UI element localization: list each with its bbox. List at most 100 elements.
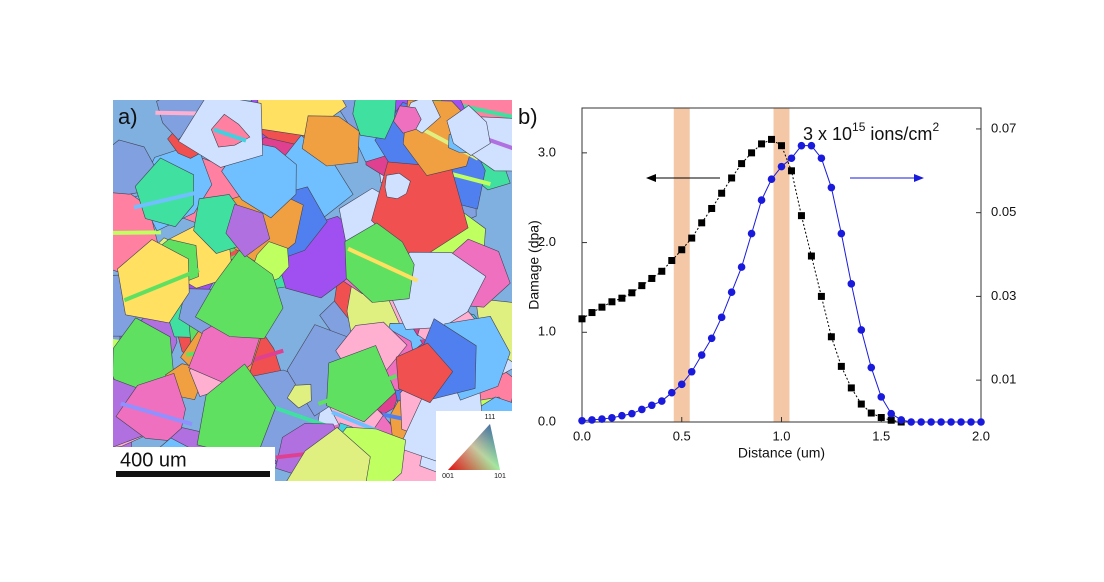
ipf-label: 001: [442, 473, 454, 480]
marker: [887, 416, 895, 424]
marker: [767, 175, 776, 183]
marker: [727, 288, 736, 297]
marker: [578, 416, 586, 425]
grain: [395, 342, 454, 404]
marker: [628, 289, 636, 297]
marker: [837, 229, 846, 238]
marker: [867, 363, 876, 372]
marker: [688, 234, 696, 242]
marker: [618, 411, 626, 420]
grain: [286, 427, 371, 481]
twin-band: [213, 127, 247, 143]
annotation-text: 3 x 10: [803, 124, 852, 144]
grain: [257, 100, 347, 137]
grain: [225, 203, 271, 258]
marker: [668, 257, 676, 265]
marker: [787, 167, 795, 175]
y2-tick-label: 0.05: [991, 204, 1016, 219]
y2-tick-label: 0.01: [991, 372, 1016, 387]
marker: [708, 204, 716, 212]
grain: [352, 100, 397, 140]
marker: [757, 196, 766, 204]
marker: [917, 418, 925, 426]
x-axis-label: Distance (um): [738, 445, 825, 461]
grain: [117, 239, 190, 324]
grain: [286, 384, 312, 409]
marker: [807, 141, 816, 150]
marker: [687, 367, 696, 376]
marker: [837, 362, 845, 370]
grain: [194, 249, 284, 339]
marker: [897, 416, 905, 424]
marker: [957, 418, 965, 426]
marker: [877, 393, 886, 401]
marker: [737, 263, 746, 271]
x-tick-label: 1.5: [872, 428, 890, 443]
marker: [598, 415, 606, 423]
marker: [748, 149, 756, 157]
ipf-triangle-shade: [448, 424, 500, 470]
marker: [728, 174, 736, 182]
marker: [648, 274, 656, 282]
marker: [778, 142, 785, 150]
marker: [777, 162, 786, 171]
ipf-label: 101: [494, 473, 506, 480]
marker: [677, 380, 686, 389]
annotation: 3 x 1015 ions/cm2: [803, 120, 939, 144]
twin-band: [347, 246, 419, 283]
marker: [618, 294, 626, 302]
grain: [384, 172, 411, 200]
marker: [817, 154, 826, 163]
ebsd-map: [113, 100, 512, 481]
shaded-region: [773, 108, 790, 422]
grain: [134, 157, 194, 228]
marker: [768, 135, 776, 143]
marker: [658, 397, 666, 405]
twin-band: [133, 188, 206, 210]
twin-band: [317, 374, 398, 406]
x-tick-label: 0.5: [673, 428, 691, 443]
annotation-unit: ions/cm: [865, 124, 932, 144]
ipf-label: 111: [485, 414, 496, 421]
marker: [758, 140, 766, 148]
marker: [787, 154, 796, 163]
marker: [678, 246, 686, 254]
marker: [738, 160, 746, 168]
chart: 0.0 0.5 1.0 1.5 2.0 0.0 1.0 2.0 3.0 0.01 0.03 0.05 0…: [526, 107, 1016, 461]
arrow-head: [914, 174, 924, 182]
marker: [717, 313, 726, 322]
marker: [638, 405, 646, 414]
twin-band: [120, 401, 193, 427]
marker: [698, 219, 706, 227]
scale-bar-label: 400 um: [120, 449, 187, 471]
marker: [877, 414, 885, 422]
x-tick-label: 0.0: [573, 428, 591, 443]
marker: [697, 351, 706, 359]
marker: [887, 409, 896, 418]
marker: [707, 334, 716, 343]
marker: [638, 282, 646, 290]
marker: [658, 267, 666, 275]
arrow-head: [646, 174, 656, 182]
marker: [947, 418, 955, 426]
marker: [718, 189, 726, 197]
grain: [326, 345, 396, 423]
x-tick-label: 2.0: [972, 428, 990, 443]
marker: [807, 252, 815, 260]
y2-tick-label: 0.07: [991, 120, 1016, 135]
y-tick-label: 0.0: [538, 413, 556, 428]
marker: [927, 418, 935, 426]
marker: [608, 298, 616, 306]
y-axis-label: Damage (dpa): [526, 220, 542, 310]
shaded-region: [673, 108, 690, 422]
marker: [827, 333, 835, 341]
marker: [857, 400, 865, 408]
annotation-sup: 2: [932, 120, 939, 134]
y-tick-label: 1.0: [538, 324, 556, 339]
marker: [588, 309, 596, 317]
twin-band: [113, 230, 161, 236]
scale-bar: [116, 471, 270, 477]
marker: [937, 418, 945, 426]
